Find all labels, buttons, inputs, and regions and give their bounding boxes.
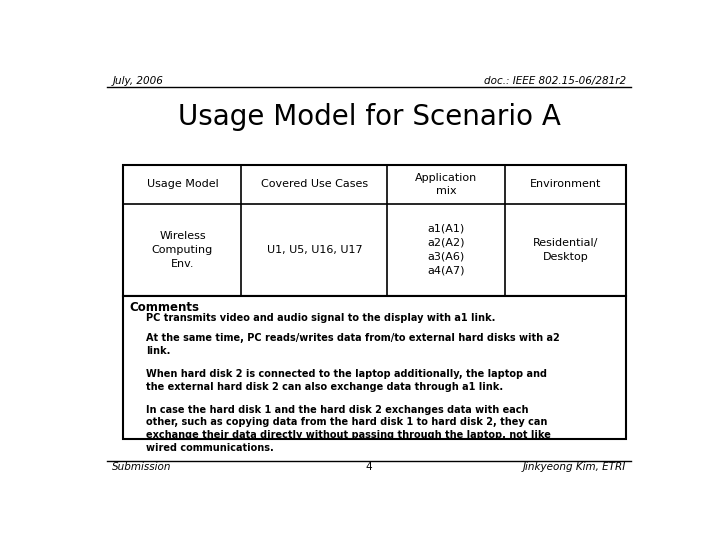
Text: When hard disk 2 is connected to the laptop additionally, the laptop and
the ext: When hard disk 2 is connected to the lap…: [145, 369, 546, 392]
Bar: [124, 165, 626, 295]
Text: Usage Model for Scenario A: Usage Model for Scenario A: [178, 103, 560, 131]
Text: Jinkyeong Kim, ETRI: Jinkyeong Kim, ETRI: [523, 462, 626, 472]
Text: Covered Use Cases: Covered Use Cases: [261, 179, 368, 190]
Text: In case the hard disk 1 and the hard disk 2 exchanges data with each
other, such: In case the hard disk 1 and the hard dis…: [145, 404, 551, 453]
Text: a1(A1)
a2(A2)
a3(A6)
a4(A7): a1(A1) a2(A2) a3(A6) a4(A7): [428, 224, 465, 276]
Text: Residential/
Desktop: Residential/ Desktop: [533, 238, 598, 262]
Text: Application
mix: Application mix: [415, 173, 477, 195]
Text: U1, U5, U16, U17: U1, U5, U16, U17: [266, 245, 362, 255]
Text: 4: 4: [366, 462, 372, 472]
Text: doc.: IEEE 802.15-06/281r2: doc.: IEEE 802.15-06/281r2: [484, 77, 626, 86]
Text: July, 2006: July, 2006: [112, 77, 163, 86]
Text: PC transmits video and audio signal to the display with a1 link.: PC transmits video and audio signal to t…: [145, 313, 495, 323]
Text: Environment: Environment: [530, 179, 601, 190]
Bar: [124, 295, 626, 439]
Text: Comments: Comments: [129, 301, 199, 314]
Text: At the same time, PC reads/writes data from/to external hard disks with a2
link.: At the same time, PC reads/writes data f…: [145, 333, 559, 356]
Text: Wireless
Computing
Env.: Wireless Computing Env.: [152, 231, 213, 269]
Text: Usage Model: Usage Model: [147, 179, 218, 190]
Text: Submission: Submission: [112, 462, 172, 472]
